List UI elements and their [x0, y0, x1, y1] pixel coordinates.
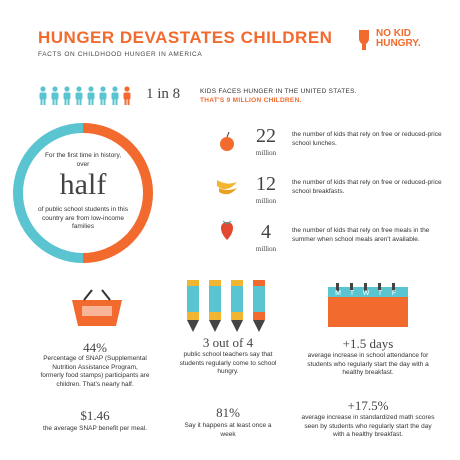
- title: HUNGER DEVASTATES CHILDREN: [38, 28, 333, 47]
- meal-unit: million: [255, 149, 277, 157]
- ratio-line: KIDS FACES HUNGER IN THE UNITED STATES.: [200, 88, 357, 95]
- calendar-day: T: [378, 290, 383, 297]
- person: [99, 86, 107, 105]
- stat-text: the average SNAP benefit per meal.: [43, 425, 147, 432]
- ratio-text: KIDS FACES HUNGER IN THE UNITED STATES. …: [200, 88, 420, 105]
- logo: NO KID HUNGRY.: [376, 29, 421, 49]
- meal-unit: million: [255, 245, 277, 253]
- ring: [13, 123, 153, 263]
- calendar-day: T: [350, 290, 355, 297]
- person: [75, 86, 83, 105]
- meal-number: 4: [261, 221, 271, 243]
- stat-figure: $1.46: [80, 408, 110, 423]
- meal-text: the number of kids that rely on free mea…: [292, 227, 430, 243]
- circle-big: half: [59, 168, 107, 201]
- stat-text: Percentage of SNAP (Supplemental Nutriti…: [40, 355, 150, 388]
- meal-text: the number of kids that rely on free or …: [292, 179, 442, 195]
- person: [87, 86, 95, 105]
- person: [123, 86, 131, 105]
- circle-before: For the first time in history, over: [44, 152, 122, 168]
- logo-icon: [359, 30, 369, 50]
- ratio-figure: 1 in 8: [146, 86, 181, 102]
- basket-icon: [72, 289, 122, 326]
- calendar-day: F: [392, 290, 396, 297]
- pencil-icons: [187, 280, 265, 332]
- stat-figure: +17.5%: [347, 398, 389, 413]
- meal-number: 22: [256, 125, 276, 147]
- circle-after: of public school students in this countr…: [38, 206, 128, 230]
- stat-figure: 81%: [216, 405, 240, 420]
- logo-word: NO: [376, 28, 391, 39]
- person: [111, 86, 119, 105]
- logo-word: HUNGRY.: [376, 38, 421, 49]
- people-icons: [39, 86, 131, 105]
- logo-word: KID: [393, 28, 412, 39]
- stat-text: average increase in school attendance fo…: [307, 352, 429, 376]
- meal-text: the number of kids that rely on free or …: [292, 131, 442, 147]
- stat-figure: 44%: [83, 340, 107, 355]
- person: [39, 86, 47, 105]
- calendar-day: M: [335, 290, 341, 297]
- stat-figure: 3 out of 4: [202, 335, 254, 350]
- meal-unit: million: [255, 197, 277, 205]
- stat-text: public school teachers say that students…: [179, 351, 277, 375]
- stat-text: Say it happens at least once a week: [184, 422, 272, 438]
- ratio-highlight: THAT'S 9 MILLION CHILDREN.: [200, 96, 302, 104]
- subtitle: FACTS ON CHILDHOOD HUNGER IN AMERICA: [38, 51, 203, 58]
- stat-text: average increase in standardized math sc…: [301, 414, 435, 438]
- meal-number: 12: [256, 173, 276, 195]
- food-icons: [217, 131, 237, 240]
- calendar-day: W: [363, 290, 370, 297]
- person: [51, 86, 59, 105]
- person: [63, 86, 71, 105]
- stat-figure: +1.5 days: [342, 336, 394, 351]
